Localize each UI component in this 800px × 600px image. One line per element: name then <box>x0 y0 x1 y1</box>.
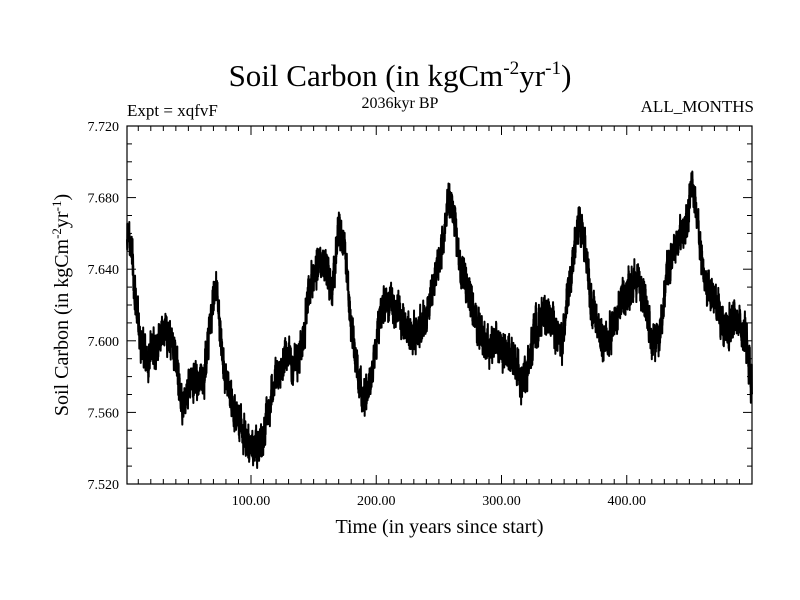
x-tick-label: 400.00 <box>607 494 646 509</box>
x-tick-labels: 100.00 200.00 300.00 400.00 <box>232 494 646 509</box>
y-axis-label: Soil Carbon (in kgCm-2yr-1) <box>49 194 73 416</box>
chart-title: Soil Carbon (in kgCm-2yr-1) <box>228 58 572 93</box>
x-tick-label: 300.00 <box>482 494 521 509</box>
x-axis-label: Time (in years since start) <box>335 516 543 538</box>
months-label: ALL_MONTHS <box>640 97 754 116</box>
y-tick-label: 7.600 <box>88 335 120 350</box>
y-tick-label: 7.680 <box>88 192 120 207</box>
plot-frame <box>126 125 753 485</box>
y-tick-label: 7.640 <box>88 263 120 278</box>
x-tick-label: 200.00 <box>357 494 396 509</box>
x-tick-label: 100.00 <box>232 494 271 509</box>
tick-marks <box>127 126 752 484</box>
y-tick-labels: 7.520 7.560 7.600 7.640 7.680 7.720 <box>88 120 120 493</box>
y-tick-label: 7.520 <box>88 478 120 493</box>
y-tick-label: 7.560 <box>88 406 120 421</box>
experiment-label: Expt = xqfvF <box>127 101 218 120</box>
chart-subtitle: 2036kyr BP <box>361 95 439 112</box>
series-line-soil-carbon <box>126 170 753 469</box>
y-tick-label: 7.720 <box>88 120 120 135</box>
